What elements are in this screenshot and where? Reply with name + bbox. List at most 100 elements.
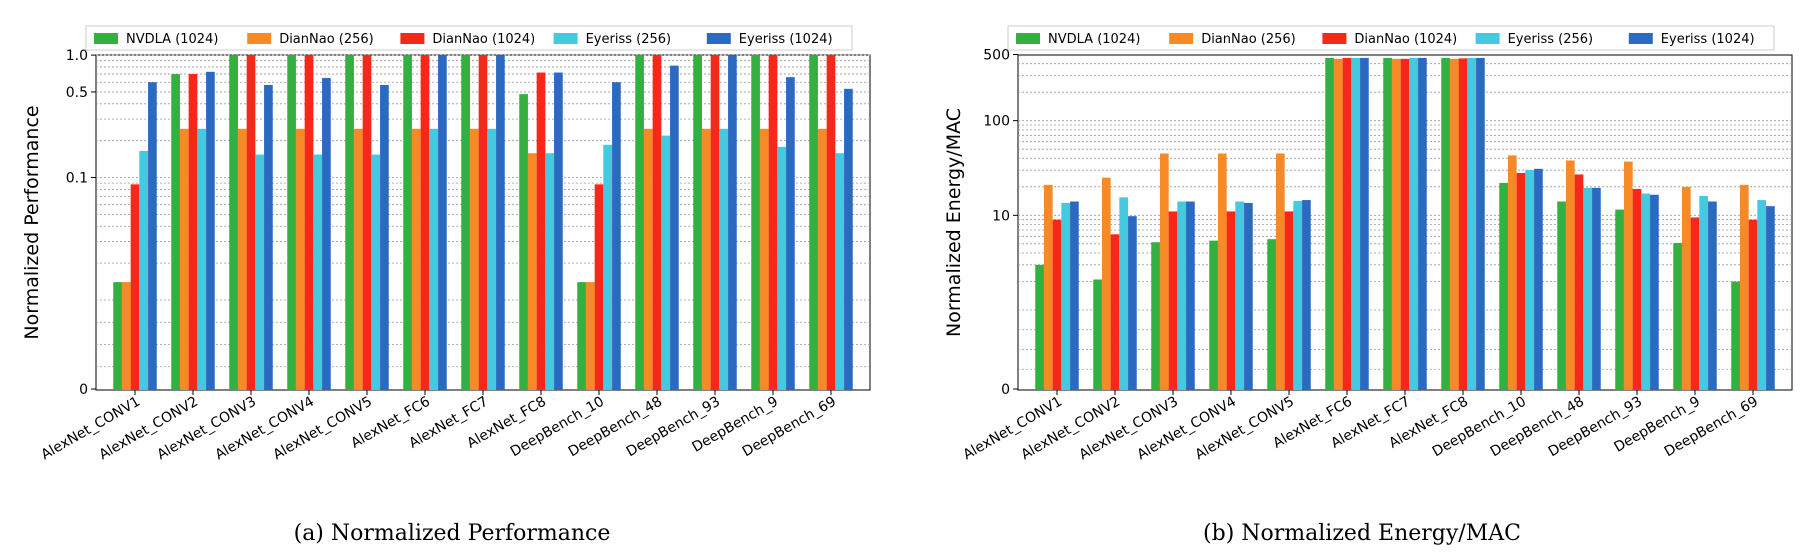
bar bbox=[1342, 57, 1352, 390]
x-tick-label: AlexNet_CONV1 bbox=[38, 394, 143, 464]
bar bbox=[826, 55, 836, 390]
panel-performance: 0 0.1 0.5 1.0 Normalized Performance AlexNet_… bbox=[21, 25, 871, 464]
bar bbox=[545, 153, 555, 390]
bar bbox=[264, 84, 273, 390]
bar bbox=[835, 153, 845, 390]
bar bbox=[1766, 206, 1775, 390]
caption-energy: (b) Normalized Energy/MAC bbox=[1203, 521, 1521, 546]
legend-label: Eyeriss (256) bbox=[586, 32, 672, 47]
bar bbox=[1093, 279, 1102, 390]
y-tick-label: 0.5 bbox=[66, 85, 88, 101]
bar bbox=[1267, 239, 1276, 390]
bar bbox=[1650, 194, 1659, 390]
bar bbox=[728, 55, 737, 390]
y-tick-label: 1.0 bbox=[66, 48, 88, 64]
bar bbox=[817, 128, 827, 390]
bar bbox=[554, 72, 563, 390]
panel-energy: 0 10 100 500 Normalized Energy/MAC AlexNet_CO… bbox=[943, 25, 1793, 464]
bar bbox=[1400, 58, 1410, 391]
bar bbox=[295, 128, 305, 390]
legend-label: DianNao (1024) bbox=[432, 32, 535, 47]
bar bbox=[246, 55, 256, 390]
bar bbox=[1583, 187, 1593, 390]
bar bbox=[1418, 57, 1427, 390]
bar bbox=[612, 82, 621, 390]
legend-label: NVDLA (1024) bbox=[1048, 32, 1140, 47]
x-tick-label: AlexNet_CONV3 bbox=[154, 394, 259, 464]
x-tick-label: AlexNet_CONV4 bbox=[1134, 394, 1239, 464]
bar bbox=[429, 128, 439, 390]
bar bbox=[1226, 211, 1236, 390]
bar bbox=[461, 55, 470, 390]
bar bbox=[469, 128, 479, 390]
bar bbox=[577, 282, 586, 390]
bar bbox=[1574, 174, 1584, 390]
x-tick-label: AlexNet_CONV2 bbox=[1018, 394, 1123, 464]
bar bbox=[670, 65, 679, 390]
bar bbox=[643, 128, 653, 390]
bar bbox=[1690, 217, 1700, 390]
legend-swatch bbox=[1475, 33, 1500, 44]
x-tick-label: AlexNet_CONV5 bbox=[270, 394, 375, 464]
bar bbox=[1632, 188, 1642, 390]
legend-swatch bbox=[1322, 33, 1347, 44]
bar bbox=[1507, 155, 1517, 390]
legend-label: Eyeriss (1024) bbox=[1661, 32, 1755, 47]
bar bbox=[1035, 264, 1044, 390]
bar bbox=[786, 77, 795, 391]
bar bbox=[171, 74, 180, 390]
bar bbox=[255, 154, 265, 390]
bar bbox=[1565, 160, 1575, 390]
bar bbox=[478, 55, 488, 390]
bar bbox=[777, 146, 787, 390]
legend-label: Eyeriss (1024) bbox=[739, 32, 833, 47]
bar bbox=[844, 88, 853, 390]
y-axis-label: Normalized Performance bbox=[21, 105, 43, 339]
bar bbox=[1351, 57, 1361, 390]
bar bbox=[403, 55, 412, 390]
bar bbox=[768, 55, 778, 390]
bar bbox=[420, 55, 430, 390]
bar bbox=[751, 55, 760, 390]
legend-label: DianNao (256) bbox=[1201, 32, 1296, 47]
bar bbox=[710, 55, 720, 390]
bar bbox=[1739, 184, 1749, 390]
y-tick-label: 0 bbox=[1001, 382, 1010, 398]
bar bbox=[1708, 201, 1717, 390]
y-tick-label: 0 bbox=[79, 382, 88, 398]
bar bbox=[1101, 177, 1111, 390]
legend-swatch bbox=[706, 33, 731, 44]
bar bbox=[1061, 202, 1071, 390]
bar bbox=[188, 74, 198, 390]
bar bbox=[1159, 153, 1169, 390]
legend-swatch bbox=[1016, 33, 1040, 44]
bar bbox=[1681, 186, 1691, 390]
bar bbox=[693, 55, 702, 390]
bar bbox=[1128, 216, 1137, 390]
bar bbox=[1186, 201, 1195, 390]
x-tick-label: AlexNet_CONV2 bbox=[96, 394, 201, 464]
bar bbox=[1641, 193, 1651, 390]
legend-label: NVDLA (1024) bbox=[126, 32, 218, 47]
bar bbox=[1070, 201, 1079, 390]
bar bbox=[1244, 202, 1253, 390]
bar bbox=[148, 82, 157, 390]
legend-label: Eyeriss (256) bbox=[1508, 32, 1594, 47]
bar bbox=[519, 94, 528, 391]
bar bbox=[1592, 187, 1601, 390]
bar bbox=[1516, 173, 1526, 390]
bar bbox=[1177, 201, 1187, 390]
bar bbox=[1731, 281, 1740, 390]
bar bbox=[139, 150, 149, 390]
bar bbox=[1052, 219, 1062, 390]
bar bbox=[322, 77, 331, 391]
bar bbox=[121, 282, 131, 390]
y-tick-label: 100 bbox=[983, 114, 1010, 130]
y-tick-label: 500 bbox=[983, 47, 1010, 63]
bar bbox=[536, 72, 546, 390]
bar bbox=[1615, 209, 1624, 390]
bar bbox=[1119, 197, 1129, 390]
bar bbox=[1534, 168, 1543, 390]
bar bbox=[652, 55, 662, 390]
bar bbox=[1499, 182, 1508, 390]
